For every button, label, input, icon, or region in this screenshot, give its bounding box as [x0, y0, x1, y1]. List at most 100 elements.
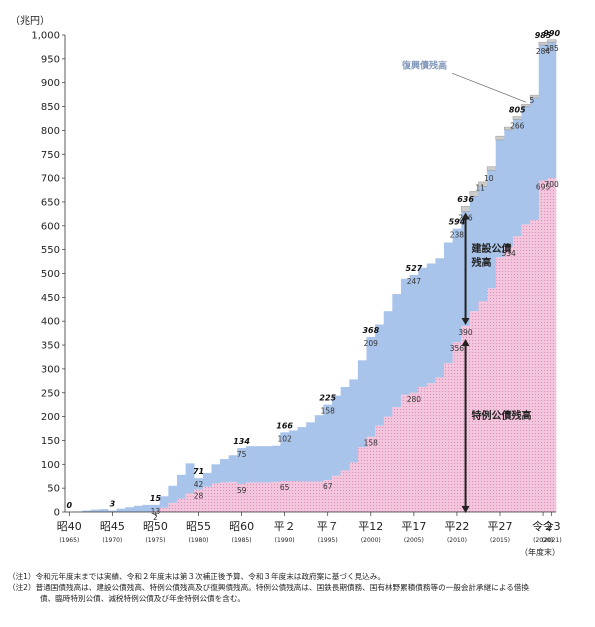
y-tick-label: 300 — [41, 364, 60, 375]
construction-bar-1991 — [288, 430, 298, 481]
x-tick-label: 平12 — [358, 520, 383, 533]
construction-annotation: 建設公債 — [471, 242, 512, 255]
construction-bar-1995 — [323, 404, 333, 481]
segment-label: 247 — [407, 277, 422, 286]
deficit-bar-2015 — [495, 257, 505, 512]
y-unit-label: （兆円） — [10, 15, 50, 27]
construction-bar-2014 — [487, 170, 497, 289]
deficit-annotation: 特例公債残高 — [472, 409, 532, 422]
construction-bar-1983 — [220, 459, 229, 483]
deficit-arrow-head-up — [461, 338, 470, 346]
x-tick-label: 令２ — [532, 519, 554, 533]
segment-label: 695 — [536, 182, 551, 191]
segment-label: 158 — [364, 439, 379, 448]
y-tick-label: 850 — [41, 102, 60, 113]
construction-bar-1985 — [237, 448, 247, 484]
construction-bar-1987 — [254, 446, 264, 483]
construction-bar-1978 — [176, 474, 186, 499]
total-label-2020: 985 — [535, 31, 552, 40]
construction-bar-2006 — [418, 267, 428, 388]
segment-label: 238 — [450, 231, 465, 240]
construction-bar-1980 — [194, 478, 204, 490]
segment-label: 65 — [280, 483, 290, 492]
deficit-arrow-head-down — [461, 506, 470, 513]
x-tick-year: (1990) — [275, 537, 295, 544]
x-tick-year: (2000) — [361, 537, 381, 544]
deficit-bar-1988 — [263, 482, 273, 512]
construction-bar-1982 — [211, 464, 221, 484]
construction-bar-1969 — [99, 509, 109, 512]
deficit-bar-2005 — [409, 392, 419, 512]
segment-label: 102 — [277, 434, 292, 443]
x-tick-year: (2020) — [533, 537, 553, 544]
deficit-bar-1983 — [220, 482, 229, 512]
deficit-bar-2016 — [504, 246, 514, 512]
x-tick-label: 昭55 — [186, 520, 211, 533]
x-tick-year: (1995) — [318, 537, 338, 544]
deficit-bar-1989 — [271, 481, 281, 512]
construction-bar-1967 — [82, 510, 92, 512]
deficit-bar-1993 — [306, 481, 316, 512]
y-tick-label: 1,000 — [31, 31, 60, 42]
y-tick-label: 450 — [41, 293, 60, 304]
total-label-2010: 594 — [449, 218, 466, 227]
deficit-bar-1980 — [194, 489, 204, 512]
deficit-bar-1986 — [245, 482, 255, 512]
construction-bar-2021 — [547, 42, 557, 179]
construction-bar-2012 — [469, 196, 479, 312]
construction-bar-1972 — [125, 507, 135, 512]
construction-bar-2003 — [392, 294, 402, 408]
x-tick-label: 平22 — [444, 520, 469, 533]
footnote-2: （注2）普通国債残高は、建設公債残高、特例公債残高及び復興債残高。特例公債残高は… — [8, 583, 529, 592]
total-label-2017: 805 — [509, 106, 526, 115]
reconstruction-bar-2014 — [486, 166, 497, 171]
deficit-bar-1975 — [151, 511, 161, 512]
total-label-1970: 3 — [110, 500, 116, 509]
deficit-bar-1984 — [228, 481, 238, 512]
deficit-bar-2021 — [547, 178, 557, 512]
construction-bar-1986 — [245, 446, 255, 483]
total-label-2000: 368 — [362, 326, 379, 335]
footnote-1: （注1）令和元年度末までは実績、令和２年度末は第３次補正後予算、令和３年度末は政… — [8, 572, 385, 581]
y-tick-label: 150 — [41, 436, 60, 447]
construction-bar-1997 — [340, 387, 350, 471]
total-label-1995: 225 — [319, 394, 336, 403]
y-tick-label: 500 — [41, 269, 60, 280]
segment-label: 28 — [194, 492, 204, 501]
deficit-bar-1990 — [280, 480, 290, 512]
total-label-2021: 990 — [543, 29, 560, 38]
segment-label: 266 — [510, 121, 525, 130]
construction-bar-2019 — [530, 97, 540, 221]
y-tick-label: 350 — [41, 341, 60, 352]
x-tick-label: 昭45 — [100, 520, 125, 533]
construction-bar-1992 — [297, 427, 307, 482]
segment-label: 390 — [458, 328, 473, 337]
construction-bar-2004 — [400, 278, 410, 395]
deficit-bar-1978 — [176, 498, 186, 512]
segment-label: 700 — [545, 180, 560, 189]
construction-annotation: 残高 — [472, 256, 492, 269]
segment-label: 209 — [364, 339, 379, 348]
deficit-bar-1995 — [323, 480, 333, 512]
segment-label: 75 — [237, 450, 247, 459]
construction-bar-2013 — [478, 186, 488, 302]
national-bond-chart: 0501001502002503003504004505005506006507… — [10, 15, 562, 557]
construction-bar-2007 — [426, 263, 436, 384]
bond-areas — [73, 39, 557, 513]
x-tick-label: 令3 — [543, 519, 561, 533]
deficit-bar-1981 — [202, 486, 212, 512]
y-tick-label: 800 — [41, 126, 60, 137]
y-tick-label: 100 — [41, 460, 60, 471]
y-tick-label: 50 — [47, 484, 60, 495]
construction-bar-2017 — [512, 119, 522, 237]
construction-bar-1976 — [159, 496, 169, 508]
construction-bar-1988 — [263, 446, 273, 483]
deficit-bar-2019 — [530, 220, 540, 513]
x-tick-year: (1980) — [189, 537, 209, 544]
x-tick-label: 昭40 — [57, 520, 82, 533]
segment-label: 13 — [151, 507, 161, 516]
deficit-bar-1997 — [340, 470, 350, 512]
segment-label: 5 — [529, 96, 534, 105]
construction-bar-1981 — [202, 472, 212, 487]
chart-axes: 0501001502002503003504004505005506006507… — [10, 15, 562, 557]
